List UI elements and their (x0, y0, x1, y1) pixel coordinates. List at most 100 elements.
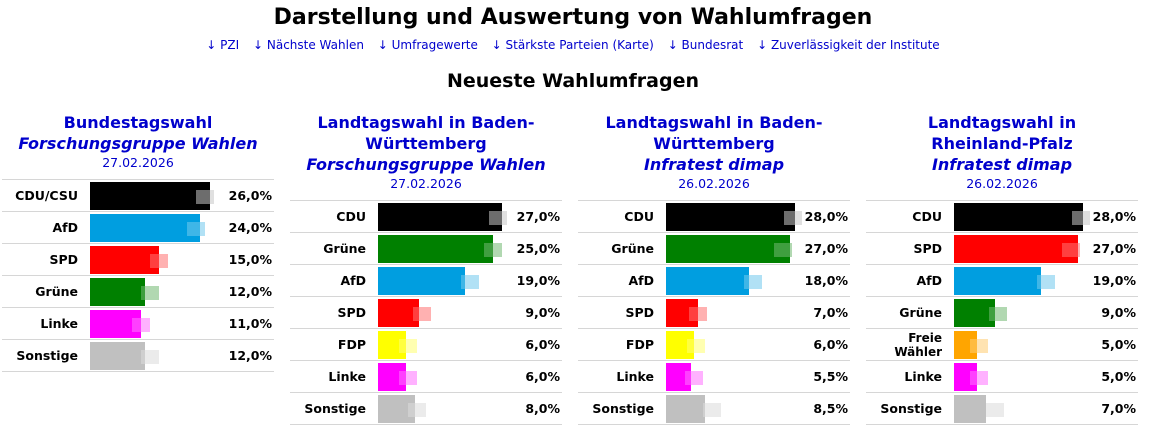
result-row-gruene: Grüne 12,0% (2, 276, 274, 308)
result-bar (666, 203, 795, 231)
party-name: Sonstige (304, 400, 366, 416)
percentage-value: 12,0% (228, 284, 272, 299)
party-name: Sonstige (880, 400, 942, 416)
party-name: Freie Wähler (894, 330, 942, 359)
previous-result-marker (783, 211, 802, 225)
poll-institute[interactable]: Infratest dimap (643, 155, 785, 174)
result-bar (666, 235, 791, 263)
poll-institute[interactable]: Forschungsgruppe Wahlen (18, 134, 258, 153)
percentage-value: 8,0% (525, 401, 560, 416)
percentage-value: 24,0% (228, 220, 272, 235)
result-bar (378, 203, 503, 231)
result-row-gruene: Grüne 27,0% (578, 233, 850, 265)
party-name: SPD (625, 304, 654, 320)
poll-results: CDU 28,0% SPD 27,0% AfD 19,0% Grüne 9,0% Freie W… (866, 200, 1138, 425)
party-name: Grüne (323, 240, 366, 256)
result-row-spd: SPD 9,0% (290, 297, 562, 329)
result-bar (954, 267, 1042, 295)
percentage-value: 5,5% (813, 369, 848, 384)
party-name: CDU (624, 208, 654, 224)
result-bar (90, 246, 159, 274)
previous-result-marker (398, 339, 417, 353)
nav-link-bundesrat[interactable]: ↓ Bundesrat (667, 38, 744, 52)
poll-institute[interactable]: Forschungsgruppe Wahlen (306, 155, 546, 174)
poll-date: 26.02.2026 (966, 176, 1038, 191)
poll-results: CDU/CSU 26,0% AfD 24,0% SPD 15,0% Grüne 12,0% Li… (2, 179, 274, 372)
party-name: SPD (49, 251, 78, 267)
previous-result-marker (150, 254, 168, 268)
party-name: SPD (913, 240, 942, 256)
result-row-sonstige: Sonstige 7,0% (866, 393, 1138, 425)
poll-date: 27.02.2026 (390, 176, 462, 191)
previous-result-marker (461, 275, 479, 289)
percentage-value: 11,0% (228, 316, 272, 331)
nav-link-zuverlaessigkeit[interactable]: ↓ Zuverlässigkeit der Institute (757, 38, 940, 52)
result-row-gruene: Grüne 9,0% (866, 297, 1138, 329)
party-name: AfD (628, 272, 655, 288)
poll-institute[interactable]: Infratest dimap (931, 155, 1073, 174)
result-row-sonstige: Sonstige 8,5% (578, 393, 850, 425)
poll-election-title[interactable]: Landtagswahl in Rheinland-Pfalz (927, 113, 1077, 153)
result-row-cdu: CDU 27,0% (290, 200, 562, 233)
percentage-value: 12,0% (228, 348, 272, 363)
result-bar (90, 278, 146, 306)
percentage-value: 15,0% (228, 252, 272, 267)
party-name: Grüne (611, 240, 654, 256)
result-row-afd: AfD 19,0% (290, 265, 562, 297)
party-name: AfD (916, 272, 943, 288)
result-row-fdp: FDP 6,0% (290, 329, 562, 361)
previous-result-marker (196, 190, 214, 204)
previous-result-marker (484, 243, 502, 257)
party-name: AfD (340, 272, 367, 288)
result-row-linke: Linke 6,0% (290, 361, 562, 393)
nav-link-umfragewerte[interactable]: ↓ Umfragewerte (377, 38, 478, 52)
section-title-neueste-wahlumfragen: Neueste Wahlumfragen (446, 70, 700, 92)
previous-result-marker (131, 318, 150, 332)
percentage-value: 6,0% (525, 369, 560, 384)
result-row-sonstige: Sonstige 12,0% (2, 340, 274, 372)
percentage-value: 27,0% (516, 209, 560, 224)
poll-card: Landtagswahl in Rheinland-Pfalz Infrates… (866, 112, 1138, 425)
previous-result-marker (970, 371, 989, 385)
percentage-value: 6,0% (813, 337, 848, 352)
result-bar (90, 342, 146, 370)
party-name: CDU/CSU (15, 187, 78, 203)
result-row-afd: AfD 19,0% (866, 265, 1138, 297)
previous-result-marker (774, 243, 793, 257)
percentage-value: 19,0% (516, 273, 560, 288)
previous-result-marker (988, 307, 1007, 321)
poll-election-title[interactable]: Bundestagswahl (63, 113, 213, 132)
poll-election-title[interactable]: Landtagswahl in Baden-Württemberg (605, 113, 823, 153)
nav-link-naechste-wahlen[interactable]: ↓ Nächste Wahlen (253, 38, 364, 52)
previous-result-marker (412, 307, 431, 321)
party-name: Sonstige (592, 400, 654, 416)
result-row-afd: AfD 24,0% (2, 212, 274, 244)
result-bar (378, 299, 420, 327)
result-row-afd: AfD 18,0% (578, 265, 850, 297)
result-bar (954, 203, 1083, 231)
percentage-value: 27,0% (804, 241, 848, 256)
party-name: CDU (336, 208, 366, 224)
previous-result-marker (686, 339, 705, 353)
previous-result-marker (140, 286, 159, 300)
party-name: Sonstige (16, 347, 78, 363)
result-bar (90, 214, 201, 242)
result-row-linke: Linke 5,0% (866, 361, 1138, 393)
percentage-value: 9,0% (525, 305, 560, 320)
percentage-value: 28,0% (1092, 209, 1136, 224)
percentage-value: 7,0% (813, 305, 848, 320)
previous-result-marker (140, 350, 159, 364)
poll-date: 27.02.2026 (102, 155, 174, 170)
result-bar (90, 182, 210, 210)
nav-link-staerkste-parteien[interactable]: ↓ Stärkste Parteien (Karte) (491, 38, 654, 52)
poll-card: Bundestagswahl Forschungsgruppe Wahlen 2… (2, 112, 274, 372)
party-name: Linke (328, 368, 366, 384)
percentage-value: 27,0% (1092, 241, 1136, 256)
poll-election-title[interactable]: Landtagswahl in Baden-Württemberg (317, 113, 535, 153)
result-row-spd: SPD 15,0% (2, 244, 274, 276)
nav-link-pzi[interactable]: ↓ PZI (206, 38, 240, 52)
result-row-linke: Linke 11,0% (2, 308, 274, 340)
result-bar (954, 235, 1079, 263)
result-bar (378, 235, 493, 263)
percentage-value: 19,0% (1092, 273, 1136, 288)
